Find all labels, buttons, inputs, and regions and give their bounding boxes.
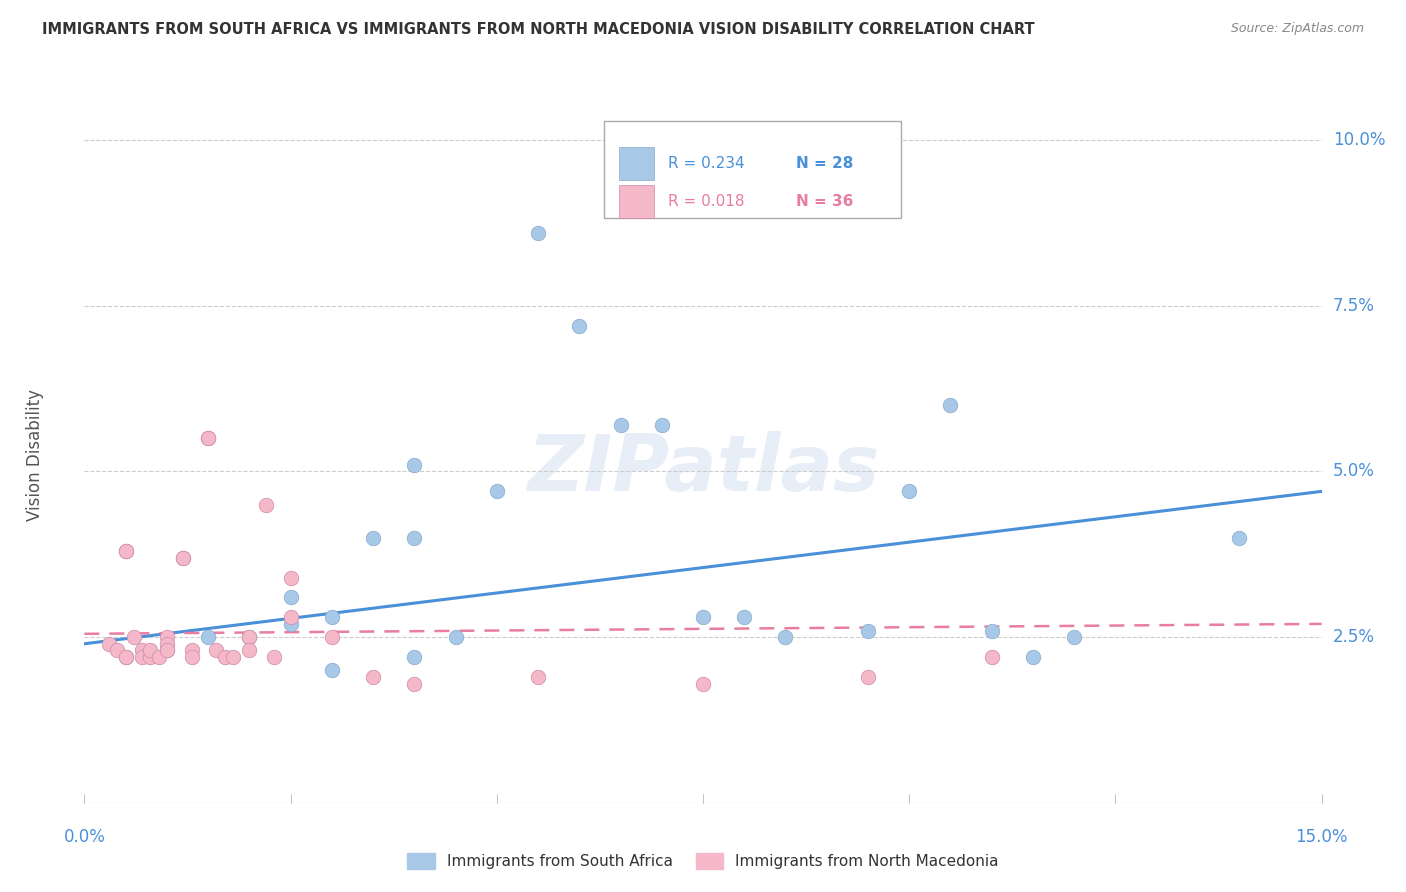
- Point: [527, 670, 550, 684]
- Text: 7.5%: 7.5%: [1333, 297, 1375, 315]
- Point: [156, 637, 179, 651]
- Point: [238, 630, 260, 644]
- Point: [898, 484, 921, 499]
- Point: [527, 226, 550, 240]
- Point: [1063, 630, 1085, 644]
- Point: [980, 650, 1002, 665]
- Text: N = 36: N = 36: [796, 194, 853, 209]
- Point: [172, 550, 194, 565]
- Point: [139, 643, 162, 657]
- FancyBboxPatch shape: [619, 185, 654, 219]
- Point: [939, 398, 962, 412]
- Point: [122, 630, 145, 644]
- Point: [254, 498, 277, 512]
- Point: [131, 650, 153, 665]
- Point: [361, 531, 384, 545]
- Point: [280, 610, 302, 624]
- Point: [404, 458, 426, 472]
- Point: [651, 418, 673, 433]
- Point: [222, 650, 245, 665]
- Point: [775, 630, 797, 644]
- Point: [404, 676, 426, 690]
- Text: 0.0%: 0.0%: [63, 828, 105, 846]
- Point: [692, 610, 714, 624]
- Point: [131, 643, 153, 657]
- Text: 10.0%: 10.0%: [1333, 131, 1385, 149]
- Point: [609, 418, 631, 433]
- Point: [485, 484, 508, 499]
- Point: [197, 630, 219, 644]
- Point: [980, 624, 1002, 638]
- Point: [205, 643, 228, 657]
- Point: [114, 650, 136, 665]
- Point: [197, 431, 219, 445]
- Point: [1022, 650, 1045, 665]
- Text: N = 28: N = 28: [796, 156, 853, 171]
- Point: [1227, 531, 1250, 545]
- FancyBboxPatch shape: [605, 121, 901, 219]
- Point: [148, 650, 170, 665]
- Point: [321, 610, 343, 624]
- Point: [114, 544, 136, 558]
- Point: [321, 663, 343, 677]
- Text: ZIPatlas: ZIPatlas: [527, 431, 879, 507]
- Point: [139, 650, 162, 665]
- Point: [321, 630, 343, 644]
- Text: R = 0.018: R = 0.018: [668, 194, 745, 209]
- Point: [404, 650, 426, 665]
- Point: [733, 610, 755, 624]
- Point: [180, 643, 202, 657]
- Point: [172, 550, 194, 565]
- Point: [180, 650, 202, 665]
- Point: [156, 643, 179, 657]
- Point: [361, 670, 384, 684]
- Point: [404, 531, 426, 545]
- Text: IMMIGRANTS FROM SOUTH AFRICA VS IMMIGRANTS FROM NORTH MACEDONIA VISION DISABILIT: IMMIGRANTS FROM SOUTH AFRICA VS IMMIGRAN…: [42, 22, 1035, 37]
- Point: [114, 650, 136, 665]
- Point: [444, 630, 467, 644]
- Legend: Immigrants from South Africa, Immigrants from North Macedonia: Immigrants from South Africa, Immigrants…: [401, 847, 1005, 875]
- Point: [568, 318, 591, 333]
- Point: [856, 670, 879, 684]
- Point: [280, 570, 302, 584]
- Point: [156, 630, 179, 644]
- Point: [238, 630, 260, 644]
- FancyBboxPatch shape: [619, 146, 654, 180]
- Point: [214, 650, 236, 665]
- Text: Source: ZipAtlas.com: Source: ZipAtlas.com: [1230, 22, 1364, 36]
- Point: [105, 643, 128, 657]
- Text: 15.0%: 15.0%: [1295, 828, 1348, 846]
- Text: 5.0%: 5.0%: [1333, 462, 1375, 481]
- Text: R = 0.234: R = 0.234: [668, 156, 745, 171]
- Text: Vision Disability: Vision Disability: [25, 389, 44, 521]
- Point: [692, 676, 714, 690]
- Point: [280, 591, 302, 605]
- Point: [114, 544, 136, 558]
- Point: [856, 624, 879, 638]
- Point: [156, 643, 179, 657]
- Point: [98, 637, 121, 651]
- Point: [197, 431, 219, 445]
- Point: [263, 650, 285, 665]
- Text: 2.5%: 2.5%: [1333, 628, 1375, 646]
- Point: [238, 643, 260, 657]
- Point: [280, 616, 302, 631]
